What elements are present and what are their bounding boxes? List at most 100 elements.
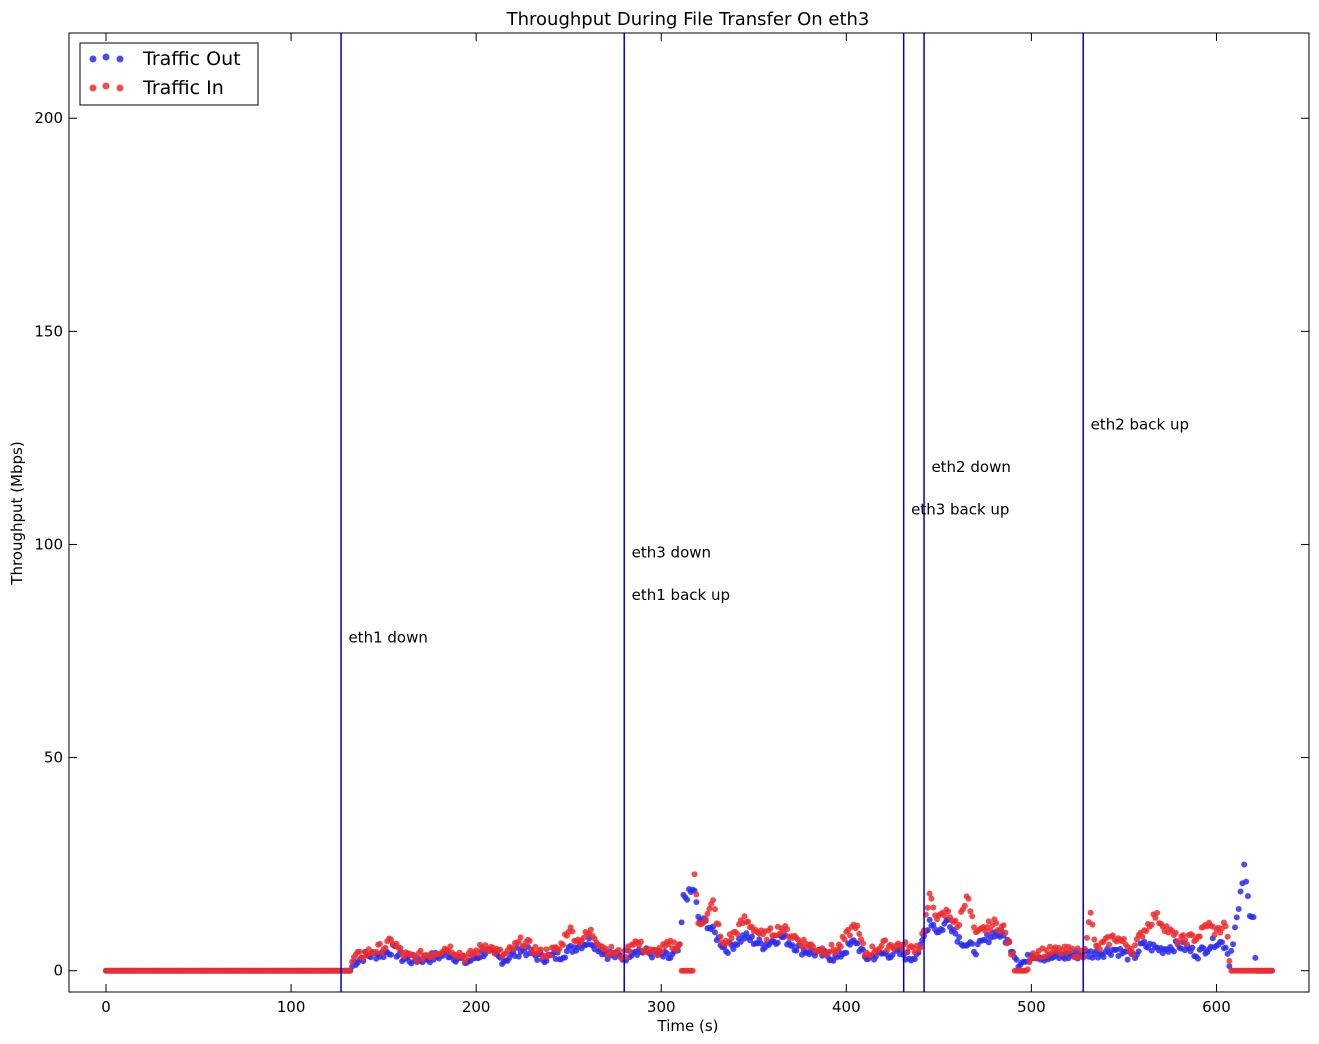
data-point <box>830 957 837 964</box>
data-point <box>602 945 609 952</box>
data-point <box>767 925 774 932</box>
legend-marker <box>102 53 110 61</box>
data-point <box>1083 934 1090 941</box>
data-point <box>828 941 835 948</box>
data-point <box>475 950 481 957</box>
x-tick-label: 0 <box>101 998 111 1016</box>
x-tick-label: 500 <box>1017 998 1046 1016</box>
data-point <box>1176 938 1183 944</box>
data-point <box>745 918 752 925</box>
data-point <box>526 938 533 944</box>
data-point <box>1180 932 1187 939</box>
data-point <box>711 929 718 936</box>
y-tick-label: 200 <box>34 109 63 127</box>
data-point <box>882 937 889 944</box>
y-tick-label: 100 <box>34 535 63 553</box>
data-point <box>996 928 1003 935</box>
data-point <box>1143 928 1150 934</box>
data-point <box>985 939 992 946</box>
data-point <box>741 913 748 920</box>
data-point <box>1200 945 1207 952</box>
data-point <box>1139 933 1146 940</box>
data-point <box>497 946 504 953</box>
x-tick-label: 400 <box>832 998 861 1016</box>
data-point <box>993 920 1000 926</box>
data-point <box>917 944 924 951</box>
data-point <box>1026 959 1033 966</box>
data-point <box>356 948 363 955</box>
data-point <box>711 906 718 913</box>
data-point <box>1106 941 1113 948</box>
data-point <box>447 943 454 950</box>
data-point <box>1128 945 1135 952</box>
data-point <box>658 948 665 955</box>
data-point <box>837 943 844 950</box>
data-point <box>671 939 678 946</box>
data-point <box>1189 944 1196 951</box>
data-point <box>1219 939 1225 946</box>
data-point <box>580 934 587 941</box>
data-point <box>1189 932 1196 939</box>
data-point <box>939 927 946 934</box>
data-point <box>1006 938 1013 945</box>
series-1 <box>103 871 1275 974</box>
data-point <box>532 943 539 950</box>
data-point <box>1069 945 1076 952</box>
data-point <box>1120 936 1127 942</box>
data-point <box>945 908 952 915</box>
data-point <box>1000 922 1007 929</box>
data-point <box>1108 952 1114 958</box>
data-point <box>413 958 420 965</box>
data-point <box>562 954 568 961</box>
data-point <box>1244 893 1251 900</box>
data-point <box>1241 861 1248 868</box>
data-point <box>965 895 972 902</box>
data-point <box>784 926 791 933</box>
data-point <box>373 948 380 955</box>
data-point <box>1124 956 1131 963</box>
data-point <box>987 927 994 934</box>
plot-area: eth1 down eth3 down eth1 back up eth3 back … <box>103 33 1275 992</box>
y-axis-label: Throughput (Mbps) <box>8 441 26 585</box>
data-point <box>763 936 770 943</box>
data-point <box>569 928 576 935</box>
data-point <box>684 896 691 903</box>
data-point <box>841 936 848 943</box>
data-point <box>1130 951 1137 958</box>
data-point <box>637 938 644 945</box>
data-point <box>510 946 517 953</box>
data-point <box>1096 946 1103 953</box>
data-point <box>543 946 550 953</box>
legend-marker <box>116 84 124 92</box>
data-point <box>691 871 698 878</box>
data-point <box>748 933 755 940</box>
data-point <box>615 947 622 953</box>
data-point <box>1148 921 1155 928</box>
event-annotation: eth1 back up <box>632 586 730 604</box>
data-point <box>347 967 354 974</box>
series-0 <box>103 861 1275 974</box>
data-point <box>482 942 489 949</box>
data-point <box>724 939 731 946</box>
data-point <box>926 916 933 923</box>
data-point <box>1228 947 1235 954</box>
legend-marker <box>89 84 97 92</box>
data-point <box>1196 933 1203 940</box>
data-point <box>349 958 356 965</box>
data-point <box>969 940 976 947</box>
data-point <box>854 940 861 947</box>
data-point <box>967 908 974 915</box>
x-tick-label: 600 <box>1202 998 1231 1016</box>
data-point <box>397 944 404 951</box>
data-point <box>1250 914 1257 921</box>
data-point <box>856 930 863 937</box>
x-tick-label: 200 <box>462 998 491 1016</box>
legend-marker <box>89 55 97 63</box>
legend-marker <box>116 55 124 63</box>
data-point <box>789 942 796 949</box>
data-point <box>417 947 424 954</box>
data-point <box>706 905 713 912</box>
data-point <box>663 950 670 957</box>
data-point <box>1269 967 1275 974</box>
